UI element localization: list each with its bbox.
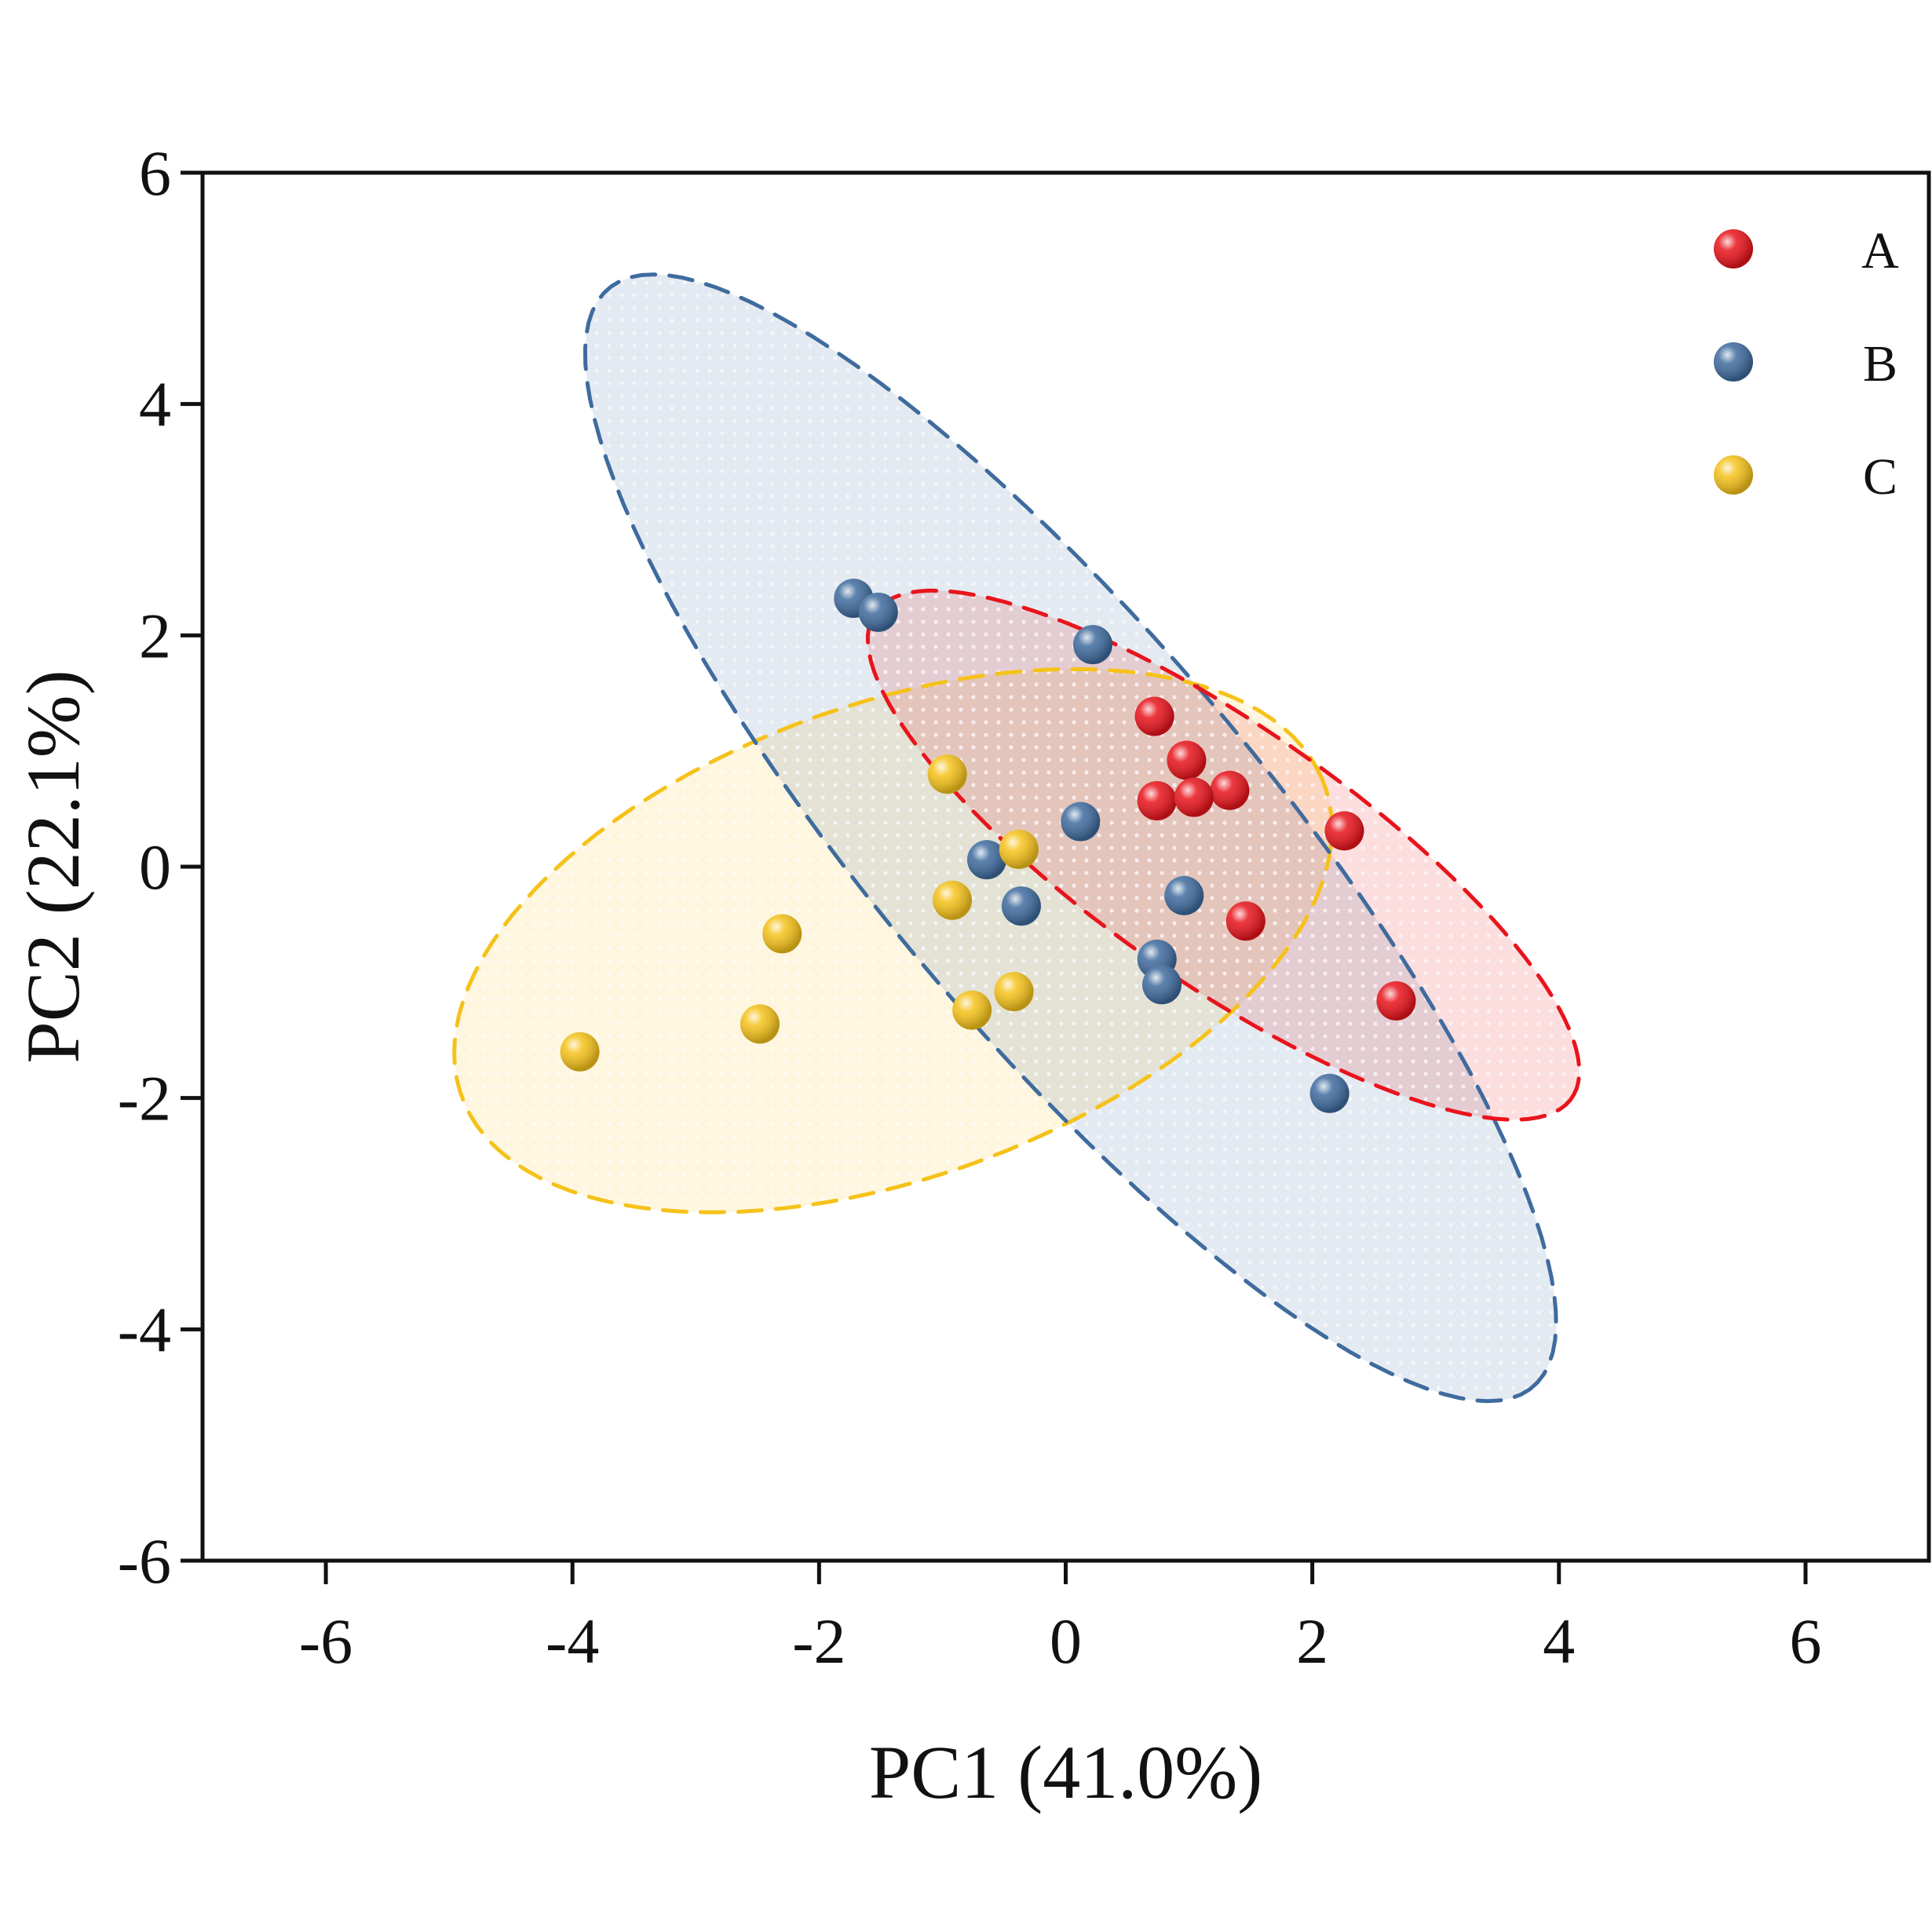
legend-marker-A xyxy=(1714,229,1753,268)
y-tick-label: -2 xyxy=(118,1063,171,1134)
x-axis-title: PC1 (41.0%) xyxy=(869,1730,1262,1814)
point-B-7 xyxy=(1164,875,1204,915)
x-tick-label: -4 xyxy=(546,1605,599,1677)
point-C-4 xyxy=(762,914,802,954)
legend-item-B: B xyxy=(1714,335,1897,393)
y-tick-label: 2 xyxy=(139,600,171,671)
x-tick-label: 4 xyxy=(1543,1605,1575,1677)
point-A-8 xyxy=(1376,981,1416,1021)
point-C-3 xyxy=(932,880,972,920)
point-C-1 xyxy=(927,754,967,794)
y-tick-label: 0 xyxy=(139,831,171,903)
point-C-8 xyxy=(560,1032,600,1072)
point-C-5 xyxy=(994,972,1034,1012)
point-A-3 xyxy=(1210,770,1250,810)
point-B-5 xyxy=(966,840,1006,880)
point-C-7 xyxy=(740,1004,780,1044)
x-tick-label: -2 xyxy=(792,1605,845,1677)
point-A-4 xyxy=(1137,781,1177,821)
point-C-2 xyxy=(999,829,1039,869)
point-B-3 xyxy=(1073,625,1113,665)
legend-marker-B xyxy=(1714,342,1753,382)
legend-marker-C xyxy=(1714,455,1753,495)
x-tick-label: 0 xyxy=(1050,1605,1082,1677)
ellipse-outline-A xyxy=(865,588,1582,1122)
axis-ticks: -6 -4 -2 0 2 4 6 -6 -4 -2 0 2 4 6 xyxy=(118,137,1822,1677)
point-B-4 xyxy=(1061,802,1101,842)
point-B-10 xyxy=(1309,1073,1349,1113)
ellipse-outline-B xyxy=(583,272,1558,1404)
legend-label-A: A xyxy=(1861,222,1899,279)
y-tick-label: -6 xyxy=(118,1525,171,1597)
x-tick-label: 2 xyxy=(1296,1605,1328,1677)
point-A-5 xyxy=(1174,777,1214,817)
point-A-2 xyxy=(1167,740,1207,780)
point-B-2 xyxy=(858,592,898,632)
y-axis-title: PC2 (22.1%) xyxy=(11,670,95,1063)
legend-label-C: C xyxy=(1863,448,1897,506)
confidence-ellipse-outlines xyxy=(452,272,1582,1404)
legend: ABC xyxy=(1714,222,1899,506)
point-C-6 xyxy=(952,990,992,1030)
point-B-9 xyxy=(1142,965,1182,1005)
y-tick-label: 4 xyxy=(139,369,171,440)
point-A-6 xyxy=(1324,811,1364,851)
y-tick-label: -4 xyxy=(118,1294,171,1365)
x-tick-label: 6 xyxy=(1789,1605,1821,1677)
legend-label-B: B xyxy=(1863,335,1897,393)
y-tick-label: 6 xyxy=(139,137,171,209)
legend-item-A: A xyxy=(1714,222,1899,279)
point-A-7 xyxy=(1225,901,1265,941)
legend-item-C: C xyxy=(1714,448,1897,506)
data-points xyxy=(560,579,1416,1113)
point-B-6 xyxy=(1001,886,1041,926)
point-A-1 xyxy=(1134,696,1174,736)
x-tick-label: -6 xyxy=(299,1605,352,1677)
